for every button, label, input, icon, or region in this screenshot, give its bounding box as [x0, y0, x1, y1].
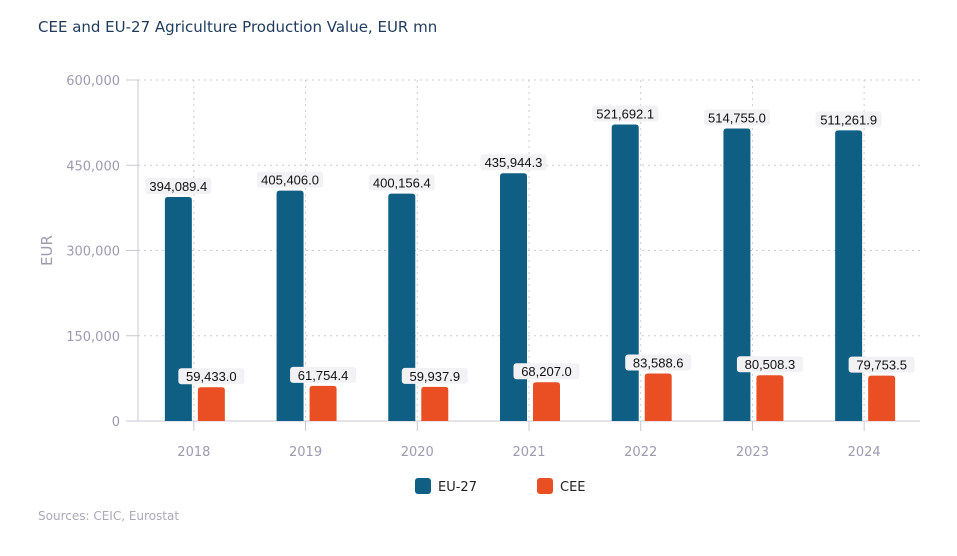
bar-eu-27	[388, 193, 416, 421]
bar-cee	[197, 387, 225, 421]
y-tick-label: 300,000	[66, 245, 120, 260]
data-label: 61,754.4	[298, 368, 349, 383]
data-label-bg	[625, 354, 692, 371]
data-label-bg	[145, 178, 212, 195]
data-label-bg	[257, 171, 324, 188]
bar-cee	[644, 373, 672, 421]
source-note: Sources: CEIC, Eurostat	[38, 509, 180, 523]
data-label-bg	[178, 368, 245, 385]
x-tick-label: 2021	[512, 445, 545, 460]
y-tick-label: 600,000	[66, 74, 120, 89]
data-label: 405,406.0	[261, 173, 319, 188]
bar-eu-27	[611, 124, 639, 421]
y-tick-label: 0	[112, 415, 120, 430]
data-label: 59,937.9	[409, 369, 460, 384]
data-label: 521,692.1	[596, 107, 654, 122]
bar-eu-27	[723, 128, 751, 421]
data-label: 511,261.9	[820, 112, 877, 127]
data-label: 394,089.4	[149, 179, 207, 194]
bar-cee	[756, 375, 784, 421]
bar-cee	[868, 375, 896, 421]
x-tick-label: 2022	[624, 445, 657, 460]
y-tick-label: 450,000	[66, 159, 120, 174]
legend-swatch	[537, 478, 553, 494]
chart-title: CEE and EU-27 Agriculture Production Val…	[38, 18, 438, 36]
data-label-bg	[848, 356, 915, 373]
y-axis-label: EUR	[38, 235, 56, 266]
legend-label: EU-27	[438, 480, 477, 495]
legend-label: CEE	[560, 480, 586, 495]
x-tick-label: 2024	[848, 445, 881, 460]
data-label-bg	[290, 366, 357, 383]
x-tick-label: 2018	[177, 445, 210, 460]
bar-eu-27	[500, 173, 527, 421]
data-label-bg	[703, 109, 770, 126]
x-tick-label: 2019	[289, 445, 322, 460]
bar-cee	[421, 386, 449, 421]
data-label-bg	[480, 154, 547, 171]
data-label: 80,508.3	[745, 357, 796, 372]
x-tick-label: 2020	[401, 445, 434, 460]
data-label: 83,588.6	[633, 355, 684, 370]
data-label: 59,433.0	[186, 369, 237, 384]
bar-eu-27	[835, 130, 863, 422]
data-label: 400,156.4	[373, 176, 431, 191]
data-label-bg	[736, 356, 803, 373]
bar-eu-27	[276, 190, 304, 421]
data-label-bg	[592, 105, 659, 122]
data-label-bg	[815, 111, 882, 128]
data-label: 435,944.3	[485, 155, 543, 170]
data-label: 68,207.0	[521, 364, 572, 379]
bar-eu-27	[164, 197, 192, 421]
legend-swatch	[415, 478, 431, 494]
data-label-bg	[368, 174, 435, 191]
y-tick-label: 150,000	[66, 330, 120, 345]
data-label: 79,753.5	[856, 358, 907, 373]
data-label: 514,755.0	[708, 110, 766, 125]
bar-cee	[309, 385, 337, 421]
x-tick-label: 2023	[736, 445, 769, 460]
data-label-bg	[401, 367, 468, 384]
data-label-bg	[513, 363, 580, 380]
bar-cee	[533, 382, 560, 421]
